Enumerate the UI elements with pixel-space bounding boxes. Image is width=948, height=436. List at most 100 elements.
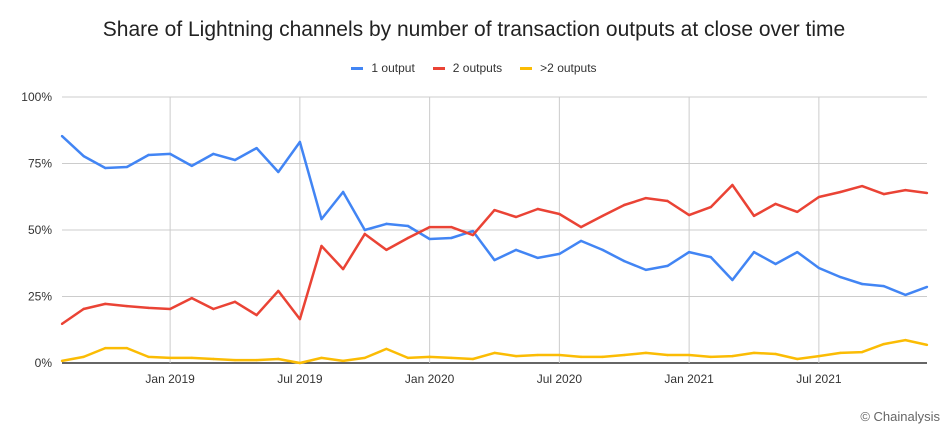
- data-point: [255, 358, 258, 362]
- data-point: [925, 191, 929, 195]
- data-point: [471, 233, 475, 237]
- data-point: [82, 307, 85, 311]
- data-point: [82, 355, 85, 359]
- data-point: [212, 357, 215, 361]
- data-point: [817, 195, 821, 199]
- data-point: [125, 165, 129, 169]
- data-point: [839, 190, 842, 194]
- data-point: [320, 217, 323, 221]
- data-point: [406, 236, 410, 240]
- data-point: [298, 140, 302, 144]
- data-point: [60, 359, 64, 363]
- data-point: [147, 306, 150, 310]
- data-point: [904, 293, 907, 297]
- data-point: [644, 196, 648, 200]
- data-point: [796, 210, 799, 214]
- data-point: [82, 154, 85, 158]
- data-point: [796, 357, 799, 361]
- data-point: [752, 214, 756, 218]
- y-tick-label: 0%: [35, 356, 53, 370]
- data-point: [277, 357, 280, 361]
- legend-item-1-output[interactable]: 1 output: [351, 61, 415, 75]
- data-point: [514, 248, 518, 252]
- data-point: [666, 264, 669, 268]
- data-point: [406, 224, 410, 228]
- data-point: [731, 354, 734, 358]
- data-point: [579, 239, 583, 243]
- data-point: [168, 307, 172, 311]
- data-point: [320, 244, 323, 248]
- data-point: [147, 153, 150, 157]
- data-point: [233, 158, 237, 162]
- data-point: [666, 199, 669, 203]
- y-tick-label: 50%: [28, 223, 52, 237]
- data-point: [882, 284, 885, 288]
- data-point: [190, 356, 193, 360]
- data-point: [666, 353, 669, 357]
- data-point: [341, 190, 345, 194]
- data-point: [255, 146, 258, 150]
- x-tick-label: Jul 2020: [537, 372, 583, 386]
- x-tick-label: Jan 2020: [405, 372, 455, 386]
- legend-swatch: [432, 66, 445, 70]
- data-point: [860, 184, 864, 188]
- data-point: [471, 357, 475, 361]
- x-tick-label: Jan 2019: [145, 372, 195, 386]
- legend-label: 1 output: [371, 61, 415, 75]
- data-point: [190, 164, 193, 168]
- data-point: [104, 166, 107, 170]
- data-point: [925, 285, 929, 289]
- data-point: [860, 282, 864, 286]
- data-point: [320, 356, 323, 360]
- data-point: [709, 355, 712, 359]
- data-point: [817, 266, 821, 270]
- data-point: [363, 232, 366, 236]
- data-point: [796, 250, 799, 254]
- series-line-2: [61, 183, 928, 325]
- data-point: [190, 296, 193, 300]
- data-point: [298, 317, 302, 321]
- data-point: [493, 351, 496, 355]
- data-point: [385, 248, 388, 252]
- data-point: [774, 202, 777, 206]
- legend: 1 output 2 outputs >2 outputs: [0, 61, 948, 75]
- data-point: [536, 353, 539, 357]
- x-tick-label: Jul 2021: [796, 372, 842, 386]
- data-point: [601, 355, 604, 359]
- data-point: [450, 236, 453, 240]
- legend-item-2-outputs[interactable]: 2 outputs: [432, 61, 503, 75]
- data-point: [406, 356, 410, 360]
- data-point: [104, 346, 107, 350]
- data-point: [709, 255, 712, 259]
- data-point: [536, 256, 539, 260]
- data-point: [428, 237, 431, 241]
- legend-label: 2 outputs: [452, 61, 503, 75]
- legend-item-more-outputs[interactable]: >2 outputs: [520, 61, 597, 75]
- data-point: [233, 300, 237, 304]
- copyright-credit: © Chainalysis: [860, 409, 940, 424]
- data-point: [839, 351, 842, 355]
- data-point: [904, 338, 907, 342]
- data-point: [277, 289, 280, 293]
- data-point: [731, 278, 734, 282]
- data-point: [428, 225, 431, 229]
- data-point: [233, 358, 237, 362]
- data-point: [60, 134, 64, 138]
- data-point: [601, 214, 604, 218]
- data-point: [774, 262, 777, 266]
- data-point: [212, 307, 215, 311]
- data-point: [558, 353, 561, 357]
- data-point: [363, 356, 366, 360]
- data-point: [623, 203, 626, 207]
- data-point: [925, 343, 929, 347]
- data-point: [839, 275, 842, 279]
- legend-label: >2 outputs: [540, 61, 597, 75]
- data-point: [687, 353, 691, 357]
- data-point: [341, 267, 345, 271]
- data-point: [817, 354, 821, 358]
- data-point: [514, 215, 518, 219]
- data-point: [493, 258, 496, 262]
- data-point: [752, 351, 756, 355]
